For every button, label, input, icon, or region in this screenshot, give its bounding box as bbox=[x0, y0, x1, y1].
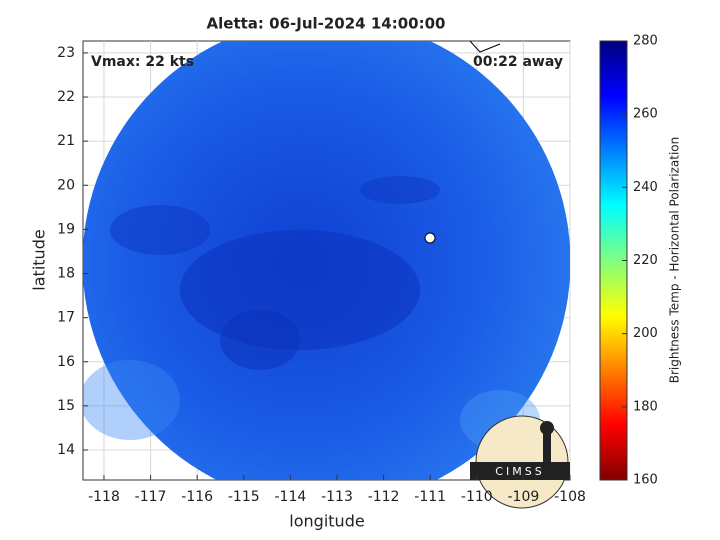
logo-text: CIMSS bbox=[495, 465, 544, 478]
x-tick-label: -113 bbox=[321, 489, 353, 505]
x-tick-label: -111 bbox=[414, 489, 446, 505]
x-tick-label: -112 bbox=[368, 489, 400, 505]
x-tick-label: -108 bbox=[554, 489, 586, 505]
colorbar-tick-label: 260 bbox=[633, 107, 658, 122]
satellite-swath bbox=[83, 41, 570, 480]
x-tick-label: -114 bbox=[274, 489, 306, 505]
annotation: 00:22 away bbox=[473, 54, 563, 70]
colorbar-tick-label: 200 bbox=[633, 326, 658, 341]
y-tick-label: 19 bbox=[57, 221, 75, 237]
y-axis-label: latitude bbox=[30, 229, 49, 290]
colorbar-label: Brightness Temp - Horizontal Polarizatio… bbox=[668, 137, 682, 384]
y-tick-label: 17 bbox=[57, 310, 75, 326]
y-tick-label: 22 bbox=[57, 89, 75, 105]
colorbar-tick-label: 280 bbox=[633, 34, 658, 49]
chart-title: Aletta: 06-Jul-2024 14:00:00 bbox=[207, 15, 446, 33]
x-tick-label: -110 bbox=[461, 489, 493, 505]
colorbar-tick-label: 240 bbox=[633, 180, 658, 195]
x-tick-label: -115 bbox=[228, 489, 260, 505]
y-tick-label: 20 bbox=[57, 177, 75, 193]
x-tick-label: -109 bbox=[508, 489, 540, 505]
x-axis-label: longitude bbox=[289, 512, 364, 531]
x-tick-label: -118 bbox=[88, 489, 120, 505]
x-tick-label: -117 bbox=[135, 489, 167, 505]
colorbar-tick-label: 180 bbox=[633, 399, 658, 414]
y-tick-label: 23 bbox=[57, 45, 75, 61]
colorbar-tick-label: 160 bbox=[633, 473, 658, 488]
cimss-logo: CIMSS bbox=[470, 415, 570, 509]
y-tick-label: 16 bbox=[57, 354, 75, 370]
y-tick-label: 18 bbox=[57, 266, 75, 282]
annotation: Vmax: 22 kts bbox=[91, 54, 194, 70]
y-tick-label: 21 bbox=[57, 133, 75, 149]
x-tick-label: -116 bbox=[181, 489, 213, 505]
colorbar-tick-label: 220 bbox=[633, 253, 658, 268]
y-tick-label: 14 bbox=[57, 442, 75, 458]
y-tick-label: 15 bbox=[57, 398, 75, 414]
